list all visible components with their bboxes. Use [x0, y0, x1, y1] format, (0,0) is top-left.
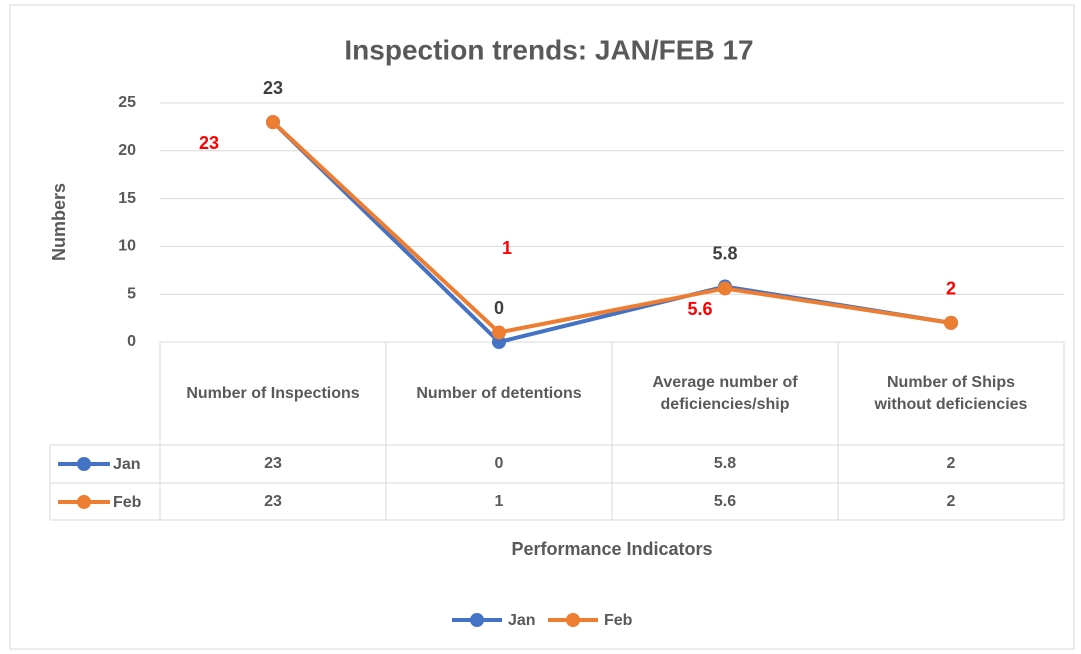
series-marker [718, 281, 732, 296]
data-label: 0 [494, 298, 504, 318]
chart-title: Inspection trends: JAN/FEB 17 [344, 34, 753, 65]
legend-marker [566, 613, 580, 627]
data-label: 23 [263, 78, 283, 98]
data-label: 23 [199, 133, 219, 153]
chart-border [9, 4, 1075, 650]
data-label: 5.8 [712, 243, 737, 263]
table-key-marker [77, 457, 91, 471]
legend-label: Jan [508, 612, 536, 629]
data-label: 2 [946, 279, 956, 299]
series-marker [492, 325, 506, 340]
table-value: 23 [264, 493, 282, 510]
series-line [271, 120, 952, 335]
data-label: 5.6 [687, 299, 712, 319]
table-value: 0 [494, 455, 504, 472]
legend-label: Feb [604, 612, 633, 629]
category-label: Number of Inspections [186, 384, 360, 402]
table-key-marker [77, 495, 91, 509]
category-label: Average number of deficiencies/ship [652, 373, 798, 413]
series-marker [944, 315, 958, 330]
table-value: 2 [946, 455, 956, 472]
x-axis-label: Performance Indicators [511, 539, 712, 559]
table-value: 5.6 [713, 493, 737, 510]
table-value: 5.8 [713, 455, 737, 472]
y-tick-label: 25 [118, 94, 136, 111]
data-label: 1 [502, 238, 512, 258]
category-label: Number of Ships without deficiencies [874, 373, 1028, 413]
y-tick-label: 5 [127, 285, 136, 302]
y-tick-label: 10 [118, 238, 136, 255]
series-marker [266, 115, 280, 130]
table-key-label: Feb [113, 494, 142, 511]
legend-marker [470, 613, 484, 627]
y-tick-label: 0 [127, 333, 136, 350]
y-tick-label: 20 [118, 142, 136, 159]
table-key-label: Jan [113, 456, 141, 473]
table-value: 1 [494, 493, 504, 510]
y-axis-label: Numbers [49, 183, 69, 261]
table-value: 23 [264, 455, 282, 472]
table-value: 2 [946, 493, 956, 510]
y-tick-label: 15 [118, 190, 136, 207]
category-label: Number of detentions [416, 384, 582, 402]
